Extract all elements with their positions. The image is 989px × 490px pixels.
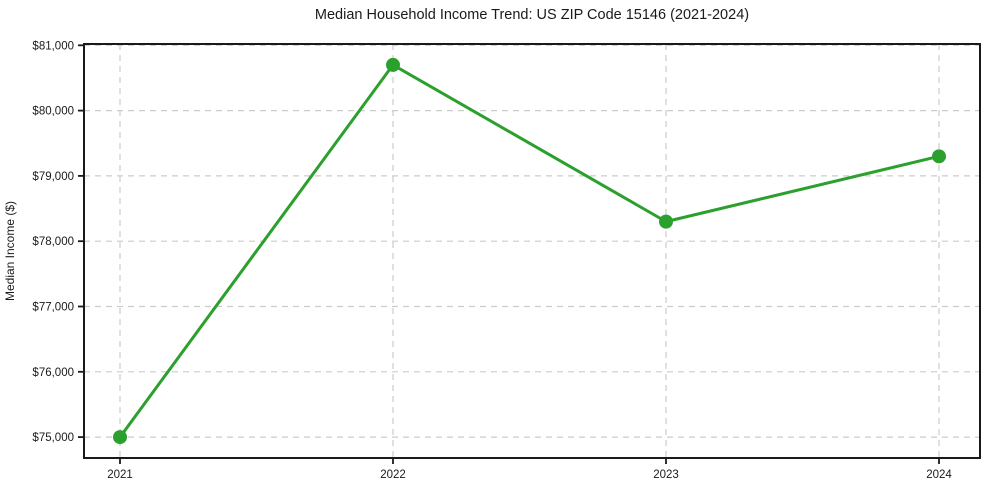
y-tick-label: $75,000 <box>32 432 74 444</box>
y-tick-label: $77,000 <box>32 302 74 314</box>
y-tick-label: $76,000 <box>32 367 74 379</box>
chart-title: Median Household Income Trend: US ZIP Co… <box>314 7 750 23</box>
plot-border <box>83 43 981 459</box>
data-point-2024 <box>932 149 946 164</box>
x-tick-label: 2022 <box>380 469 406 481</box>
x-tick-label: 2024 <box>926 469 952 481</box>
y-axis-label-text: Median Income ($) <box>3 200 17 302</box>
x-tick-label: 2023 <box>653 469 679 481</box>
data-point-2022 <box>386 57 400 72</box>
y-tick-label: $78,000 <box>32 236 74 248</box>
y-tick-label: $81,000 <box>32 40 74 52</box>
data-point-2021 <box>113 430 127 445</box>
axis-ticks <box>78 44 940 464</box>
income-line <box>118 63 941 439</box>
axis-tick-labels: $75,000 $76,000 $77,000 $78,000 $79,000 $80,0… <box>32 40 952 481</box>
data-point-2023 <box>659 214 673 229</box>
y-tick-label: $80,000 <box>32 106 74 118</box>
x-tick-label: 2021 <box>107 469 133 481</box>
y-tick-label: $79,000 <box>32 171 74 183</box>
gridlines <box>84 44 980 458</box>
